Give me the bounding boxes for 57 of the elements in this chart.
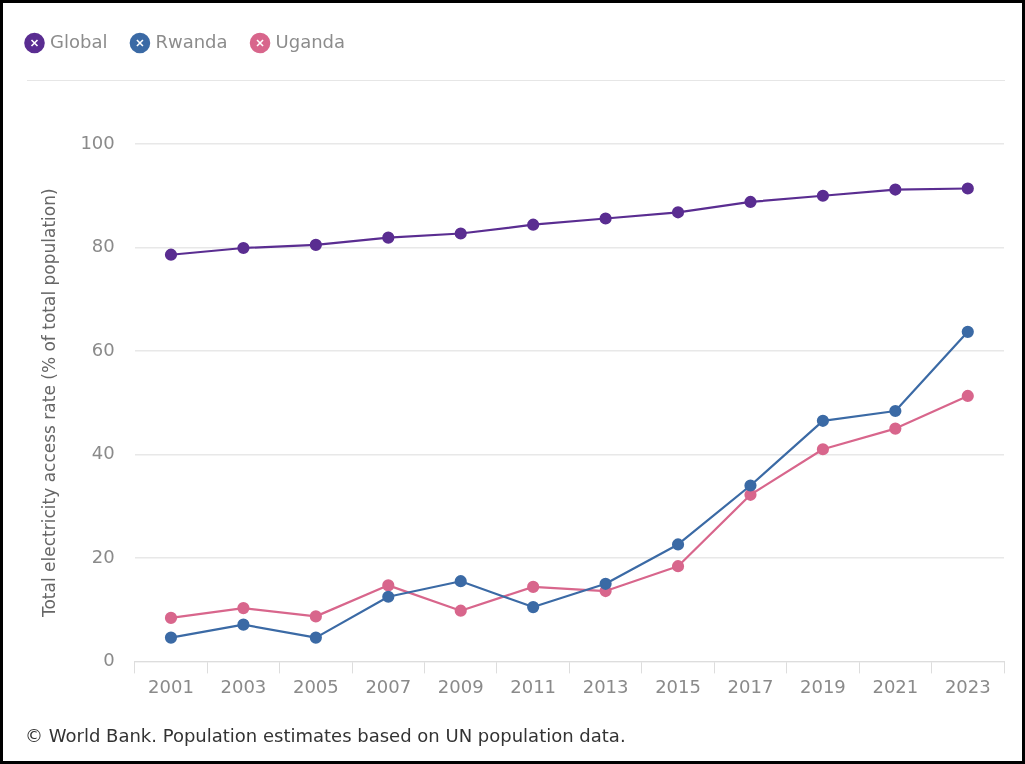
- y-tick-label: 0: [103, 649, 115, 671]
- point: [599, 212, 612, 225]
- point: [237, 602, 250, 615]
- point: [237, 618, 250, 631]
- x-tick-label: 2023: [944, 675, 991, 697]
- x-tick-label: 2005: [292, 675, 339, 697]
- point: [961, 389, 974, 403]
- x-tick-label: 2019: [800, 675, 846, 697]
- point: [164, 248, 178, 261]
- point: [527, 218, 540, 231]
- point: [961, 325, 974, 338]
- y-tick-label: 100: [80, 131, 115, 153]
- point: [671, 206, 685, 219]
- x-tick-label: 2013: [582, 675, 629, 697]
- point: [816, 414, 830, 427]
- point: [382, 579, 395, 592]
- x-tick-label: 2001: [148, 675, 194, 697]
- point: [309, 631, 322, 644]
- legend-label: Rwanda: [155, 30, 228, 52]
- point: [454, 604, 467, 617]
- x-tick-label: 2011: [510, 675, 557, 697]
- point: [889, 183, 902, 196]
- x-tick-label: 2021: [872, 675, 919, 697]
- y-tick-label: 60: [91, 338, 115, 360]
- y-tick-label: 80: [91, 235, 115, 257]
- point: [382, 590, 395, 603]
- y-axis-title: Total electricity access rate (% of total population): [38, 188, 59, 619]
- point: [454, 227, 467, 240]
- point: [671, 560, 685, 573]
- legend-label: Uganda: [275, 30, 346, 52]
- point: [527, 580, 540, 593]
- y-tick-label: 40: [91, 442, 115, 464]
- x-tick-label: 2003: [220, 675, 267, 697]
- point: [671, 538, 685, 551]
- point: [309, 610, 322, 623]
- point: [744, 195, 757, 209]
- point: [889, 404, 902, 418]
- point: [744, 479, 757, 492]
- x-tick-label: 2015: [655, 675, 701, 697]
- point: [309, 238, 322, 251]
- point: [889, 422, 902, 435]
- text: © World Bank. Population estimates based on UN population data.: [25, 724, 626, 746]
- point: [961, 182, 974, 195]
- point: [164, 631, 178, 644]
- x-tick-label: 2007: [365, 675, 412, 697]
- point: [599, 577, 612, 590]
- legend-label: Global: [50, 30, 108, 52]
- point: [164, 611, 178, 625]
- point: [527, 600, 540, 614]
- point: [454, 575, 467, 588]
- point: [816, 189, 830, 202]
- y-tick-label: 20: [91, 545, 115, 567]
- x-tick-label: 2017: [727, 675, 774, 697]
- point: [237, 241, 250, 255]
- point: [382, 231, 395, 244]
- x-tick-label: 2009: [437, 675, 484, 697]
- point: [816, 443, 830, 456]
